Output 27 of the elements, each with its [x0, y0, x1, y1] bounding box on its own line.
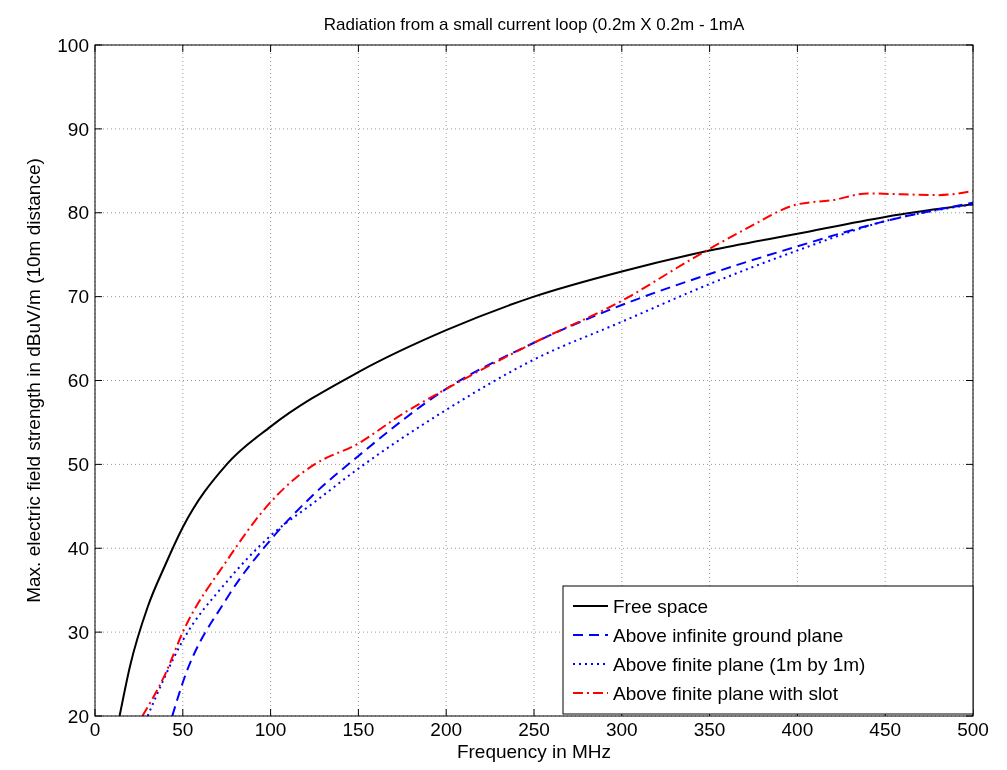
y-tick-label: 80 — [67, 202, 89, 224]
y-tick-label: 90 — [67, 118, 89, 140]
y-tick-label: 20 — [67, 705, 89, 727]
y-tick-label: 60 — [67, 370, 89, 392]
x-tick-label: 100 — [254, 719, 287, 740]
y-tick-label: 100 — [57, 34, 89, 56]
x-tick-label: 300 — [605, 719, 638, 740]
y-axis-title: Max. electric field strength in dBuV/m (10m distance) — [23, 158, 44, 603]
chart-title: Radiation from a small current loop (0.2m X 0.2m - 1mA — [323, 15, 745, 34]
x-tick-label: 500 — [957, 719, 989, 740]
x-axis-title: Frequency in MHz — [456, 741, 612, 762]
x-tick-label: 200 — [430, 719, 463, 740]
legend-label: Above infinite ground plane — [613, 624, 844, 646]
y-tick-label: 30 — [67, 621, 89, 643]
x-tick-label: 350 — [693, 719, 726, 740]
x-tick-label: 450 — [869, 719, 902, 740]
x-tick-label: 50 — [172, 719, 194, 740]
x-tick-label: 400 — [781, 719, 814, 740]
y-tick-label: 40 — [67, 537, 89, 559]
x-tick-label: 0 — [89, 719, 101, 740]
legend-label: Free space — [613, 595, 709, 617]
x-tick-label: 250 — [518, 719, 550, 740]
y-tick-label: 70 — [67, 286, 89, 308]
legend-label: Above finite plane (1m by 1m) — [613, 653, 866, 675]
y-tick-label: 50 — [67, 454, 89, 476]
legend-label: Above finite plane with slot — [613, 682, 839, 704]
x-tick-label: 150 — [342, 719, 375, 740]
